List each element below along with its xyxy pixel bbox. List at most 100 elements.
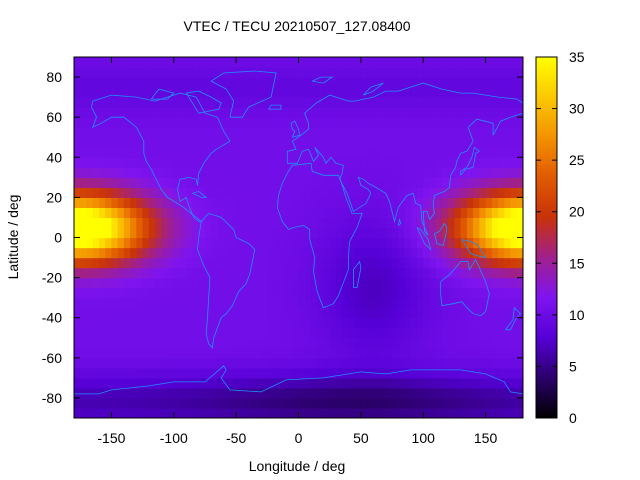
heatmap-cell	[198, 397, 206, 409]
heatmap-cell	[155, 347, 162, 359]
heatmap-cell	[267, 87, 275, 98]
heatmap-cell	[298, 377, 306, 389]
heatmap-cell	[242, 147, 250, 158]
heatmap-cell	[385, 147, 393, 158]
heatmap-cell	[441, 317, 449, 329]
heatmap-cell	[236, 227, 243, 239]
heatmap-cell	[229, 77, 237, 88]
heatmap-cell	[360, 177, 368, 188]
heatmap-cell	[254, 377, 262, 389]
heatmap-cell	[80, 167, 88, 178]
heatmap-cell	[204, 407, 212, 418]
heatmap-cell	[286, 377, 293, 389]
heatmap-cell	[105, 337, 113, 349]
heatmap-cell	[448, 227, 456, 239]
heatmap-cell	[236, 257, 243, 269]
heatmap-cell	[161, 77, 169, 88]
heatmap-cell	[510, 237, 518, 249]
heatmap-cell	[236, 237, 243, 249]
heatmap-cell	[98, 277, 106, 289]
heatmap-cell	[460, 77, 468, 88]
heatmap-cell	[111, 217, 119, 229]
heatmap-cell	[385, 237, 393, 249]
heatmap-cell	[142, 177, 150, 188]
heatmap-cell	[510, 77, 518, 88]
heatmap-cell	[392, 177, 399, 188]
heatmap-cell	[379, 327, 387, 339]
heatmap-cell	[367, 257, 374, 269]
heatmap-cell	[186, 197, 194, 209]
heatmap-cell	[92, 117, 100, 128]
heatmap-cell	[167, 267, 175, 279]
heatmap-cell	[385, 157, 393, 168]
heatmap-cell	[273, 87, 281, 98]
heatmap-cell	[398, 317, 406, 329]
heatmap-cell	[485, 147, 493, 158]
heatmap-cell	[142, 267, 150, 279]
heatmap-cell	[460, 287, 468, 299]
heatmap-cell	[317, 87, 325, 98]
heatmap-cell	[329, 337, 337, 349]
heatmap-cell	[242, 107, 250, 118]
heatmap-cell	[373, 317, 381, 329]
heatmap-cell	[192, 67, 200, 78]
heatmap-cell	[229, 177, 237, 188]
heatmap-cell	[504, 367, 512, 379]
heatmap-cell	[142, 347, 150, 359]
heatmap-cell	[429, 127, 437, 138]
heatmap-cell	[204, 217, 212, 229]
heatmap-cell	[123, 387, 131, 399]
heatmap-cell	[398, 207, 406, 219]
colorbar-tick-label: 20	[569, 204, 585, 220]
heatmap-cell	[416, 197, 424, 209]
heatmap-cell	[466, 347, 474, 359]
heatmap-cell	[173, 57, 181, 68]
heatmap-cell	[410, 107, 418, 118]
heatmap-cell	[317, 387, 325, 399]
heatmap-cell	[298, 97, 306, 108]
heatmap-cell	[304, 247, 312, 259]
heatmap-cell	[435, 407, 443, 418]
heatmap-cell	[454, 377, 462, 389]
heatmap-cell	[516, 197, 523, 209]
heatmap-cell	[123, 347, 131, 359]
heatmap-cell	[123, 337, 131, 349]
heatmap-cell	[130, 77, 137, 88]
heatmap-cell	[298, 237, 306, 249]
heatmap-cell	[485, 257, 493, 269]
heatmap-cell	[367, 317, 374, 329]
heatmap-cell	[180, 167, 187, 178]
heatmap-cell	[86, 267, 94, 279]
heatmap-cell	[105, 367, 113, 379]
heatmap-cell	[385, 107, 393, 118]
heatmap-cell	[504, 67, 512, 78]
heatmap-cell	[74, 407, 81, 418]
heatmap-cell	[342, 397, 349, 409]
heatmap-cell	[473, 287, 480, 299]
heatmap-cell	[317, 97, 325, 108]
heatmap-cell	[404, 227, 412, 239]
heatmap-cell	[292, 57, 300, 68]
heatmap-cell	[167, 117, 175, 128]
heatmap-cell	[429, 57, 437, 68]
heatmap-cell	[229, 267, 237, 279]
heatmap-cell	[498, 307, 505, 319]
heatmap-cell	[261, 297, 268, 309]
heatmap-cell	[74, 397, 81, 409]
heatmap-cell	[267, 307, 275, 319]
x-tick-label: -100	[160, 430, 188, 446]
heatmap-cell	[80, 247, 88, 259]
heatmap-cell	[335, 157, 343, 168]
heatmap-cell	[416, 107, 424, 118]
heatmap-cell	[273, 137, 281, 148]
heatmap-cell	[242, 297, 250, 309]
heatmap-cell	[155, 317, 162, 329]
heatmap-cell	[173, 257, 181, 269]
heatmap-cell	[429, 107, 437, 118]
heatmap-cell	[342, 327, 349, 339]
heatmap-cell	[485, 207, 493, 219]
heatmap-cell	[423, 297, 431, 309]
heatmap-cell	[323, 277, 331, 289]
heatmap-cell	[173, 317, 181, 329]
heatmap-cell	[74, 177, 81, 188]
